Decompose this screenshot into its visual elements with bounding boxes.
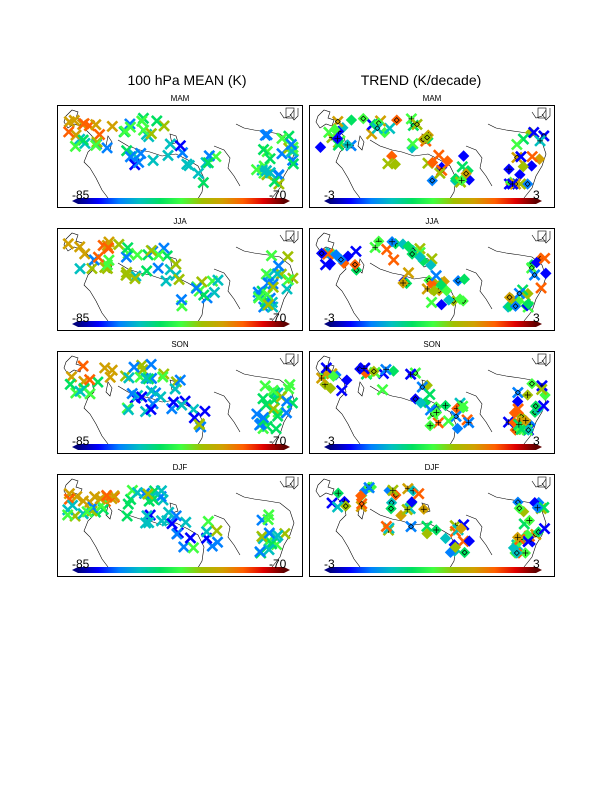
mean-colorbar xyxy=(72,567,290,573)
trend-colorbar-min-label: -3 xyxy=(324,311,335,325)
trend-colorbar-max-label: 3 xyxy=(533,188,540,202)
trend-station-markers xyxy=(326,481,551,559)
trend-colorbar xyxy=(324,198,542,204)
mean-map-svg-djf xyxy=(61,476,299,573)
trend-map-svg-son xyxy=(315,353,551,450)
mean-colorbar-min-label: -85 xyxy=(72,434,90,448)
mean-colorbar-max-label: -70 xyxy=(269,311,287,325)
mean-map-panel-djf xyxy=(57,474,303,577)
trend-colorbar xyxy=(324,567,542,573)
trend-map-panel-djf xyxy=(309,474,555,577)
season-label-mean-jja: JJA xyxy=(173,217,187,226)
mean-colorbar-min-label: -85 xyxy=(72,188,90,202)
season-label-trend-djf: DJF xyxy=(424,463,440,472)
trend-colorbar xyxy=(324,444,542,450)
trend-colorbar-max-label: 3 xyxy=(533,557,540,571)
trend-colorbar-max-label: 3 xyxy=(533,434,540,448)
season-label-trend-son: SON xyxy=(423,340,441,349)
trend-station-markers xyxy=(315,235,552,313)
season-label-mean-mam: MAM xyxy=(170,94,190,103)
trend-colorbar-min-label: -3 xyxy=(324,557,335,571)
season-label-trend-mam: MAM xyxy=(422,94,442,103)
mean-map-panel-jja xyxy=(57,228,303,331)
trend-station-markers xyxy=(315,362,551,436)
mean-colorbar-min-label: -85 xyxy=(72,557,90,571)
trend-map-panel-mam xyxy=(309,105,555,208)
trend-map-panel-jja xyxy=(309,228,555,331)
mean-station-markers xyxy=(61,484,291,559)
mean-station-markers xyxy=(62,236,299,313)
mean-colorbar-max-label: -70 xyxy=(269,557,287,571)
mean-colorbar-max-label: -70 xyxy=(269,188,287,202)
trend-map-svg-mam xyxy=(314,107,551,204)
season-label-mean-son: SON xyxy=(171,340,189,349)
mean-map-svg-jja xyxy=(62,230,299,327)
mean-station-markers xyxy=(62,112,300,190)
trend-colorbar xyxy=(324,321,542,327)
mean-map-panel-mam xyxy=(57,105,303,208)
mean-colorbar-min-label: -85 xyxy=(72,311,90,325)
season-label-trend-jja: JJA xyxy=(425,217,439,226)
mean-map-svg-mam xyxy=(62,107,300,204)
mean-column-title: 100 hPa MEAN (K) xyxy=(127,72,247,88)
mean-colorbar xyxy=(72,321,290,327)
mean-colorbar xyxy=(72,198,290,204)
season-label-mean-djf: DJF xyxy=(172,463,188,472)
mean-map-svg-son xyxy=(63,353,299,450)
trend-colorbar-min-label: -3 xyxy=(324,188,335,202)
trend-colorbar-min-label: -3 xyxy=(324,434,335,448)
trend-station-markers xyxy=(314,112,550,190)
trend-map-svg-djf xyxy=(315,476,551,573)
trend-colorbar-max-label: 3 xyxy=(533,311,540,325)
mean-colorbar-max-label: -70 xyxy=(269,434,287,448)
trend-map-panel-son xyxy=(309,351,555,454)
trend-column-title: TREND (K/decade) xyxy=(360,72,482,88)
trend-map-svg-jja xyxy=(315,230,552,327)
mean-colorbar xyxy=(72,444,290,450)
mean-map-panel-son xyxy=(57,351,303,454)
mean-station-markers xyxy=(64,358,299,435)
